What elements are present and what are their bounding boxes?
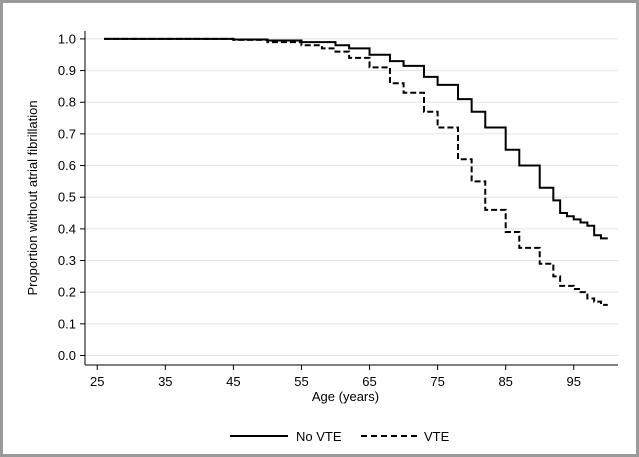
x-axis-title: Age (years): [312, 389, 379, 404]
y-tick-label: 0.1: [58, 316, 76, 331]
x-tick-label: 45: [226, 374, 240, 389]
y-tick-label: 0.7: [58, 126, 76, 141]
y-tick-label: 0.8: [58, 95, 76, 110]
series-vte-line: [104, 37, 608, 306]
survival-chart: 0.0 0.1 0.2 0.3 0.4 0.5 0.6 0.7 0.8 0.9 1.0 25 35 45…: [25, 31, 618, 444]
x-tick-label: 65: [362, 374, 376, 389]
x-tick-label: 95: [567, 374, 581, 389]
legend-label-no-vte: No VTE: [296, 429, 342, 444]
series-no-vte-line: [104, 37, 608, 240]
y-tick-label: 1.0: [58, 31, 76, 46]
x-tick-label: 55: [294, 374, 308, 389]
legend-label-vte: VTE: [424, 429, 450, 444]
y-tick-label: 0.5: [58, 190, 76, 205]
y-ticks: 0.0 0.1 0.2 0.3 0.4 0.5 0.6 0.7 0.8 0.9 1.0: [58, 31, 85, 363]
y-axis-title: Proportion without atrial fibrillation: [25, 100, 40, 295]
legend: No VTE VTE: [230, 429, 450, 444]
y-tick-label: 0.0: [58, 348, 76, 363]
y-tick-label: 0.2: [58, 285, 76, 300]
grid-lines: [85, 38, 618, 357]
y-tick-label: 0.3: [58, 253, 76, 268]
x-tick-label: 25: [90, 374, 104, 389]
series-layer: [104, 37, 608, 306]
y-tick-label: 0.9: [58, 63, 76, 78]
y-tick-label: 0.6: [58, 158, 76, 173]
y-tick-label: 0.4: [58, 221, 76, 236]
x-tick-label: 35: [158, 374, 172, 389]
plot-area: [85, 31, 618, 365]
x-ticks: 25 35 45 55 65 75 85 95: [90, 365, 581, 389]
x-tick-label: 85: [498, 374, 512, 389]
x-tick-label: 75: [430, 374, 444, 389]
